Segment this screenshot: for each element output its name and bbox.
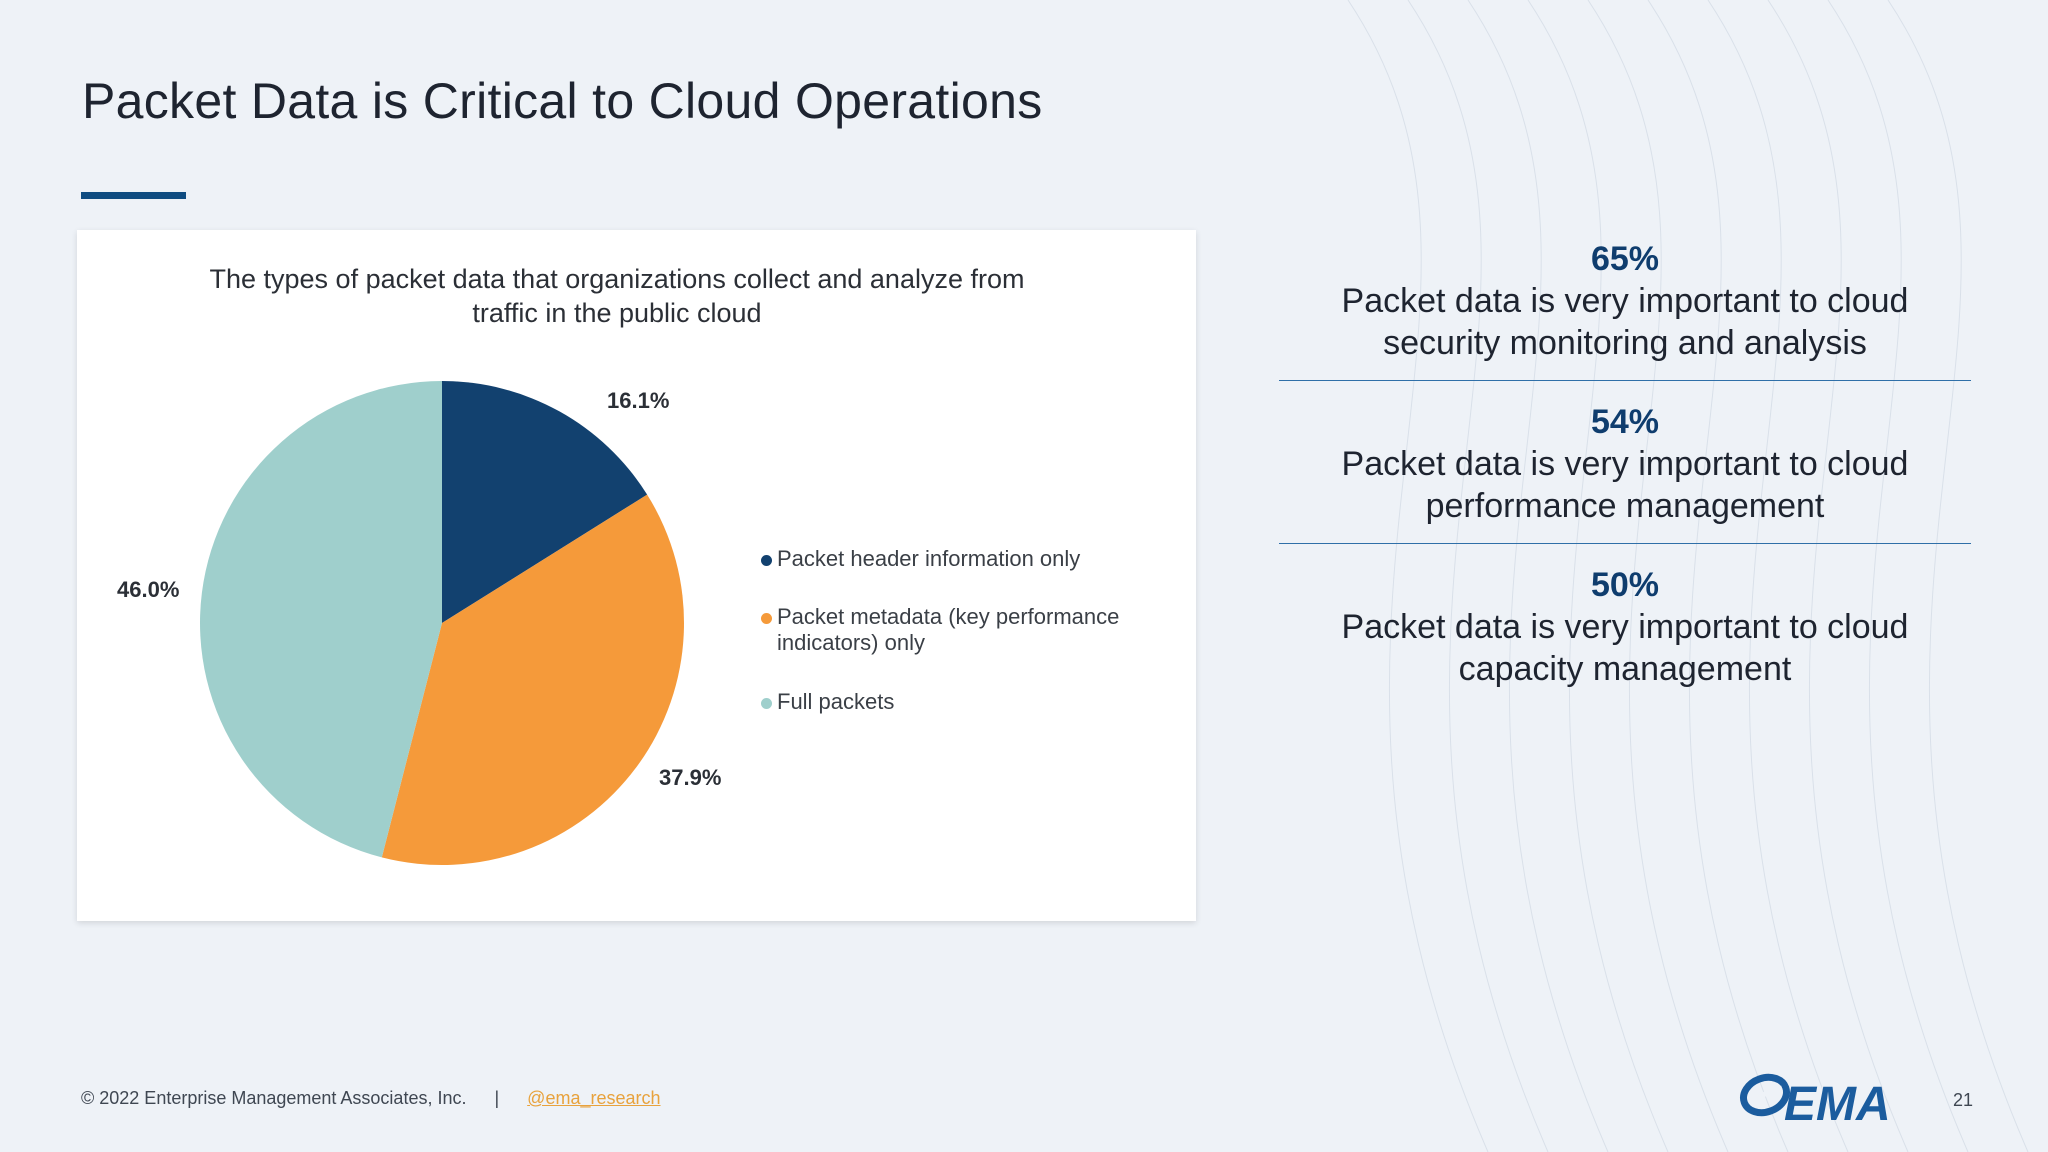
pie-slice-3: [200, 381, 442, 858]
stat-text: Packet data is very important to cloud s…: [1341, 282, 1909, 362]
stat-value: 65%: [1590, 240, 1660, 278]
title-accent-rule: [81, 192, 186, 199]
ema-swoosh-icon: [1740, 1073, 1790, 1117]
legend-item-header-only: Packet header information only: [761, 546, 1181, 572]
footer: © 2022 Enterprise Management Associates,…: [81, 1088, 661, 1109]
page-number: 21: [1953, 1090, 1974, 1110]
stat-value: 50%: [1590, 566, 1660, 604]
footer-separator: |: [494, 1088, 500, 1108]
legend-item-metadata-only: Packet metadata (key performance indicat…: [761, 604, 1181, 656]
slide-title: Packet Data is Critical to Cloud Operati…: [82, 73, 1043, 129]
ema-logo: EMA: [1740, 1073, 1891, 1128]
pie-chart: 16.1% 37.9% 46.0%: [117, 381, 721, 865]
data-label-1: 16.1%: [607, 388, 669, 413]
copyright-text: © 2022 Enterprise Management Associates,…: [81, 1088, 467, 1108]
data-label-3: 46.0%: [117, 577, 179, 602]
chart-legend: Packet header information only Packet me…: [761, 546, 1181, 715]
pie-slice-2: [381, 494, 684, 865]
legend-swatch: [761, 613, 772, 624]
stat-capacity: 50% Packet data is very important to clo…: [1279, 564, 1971, 706]
chart-title: The types of packet data that organizati…: [209, 264, 1025, 328]
legend-label: Packet metadata (key performance indicat…: [777, 604, 1120, 655]
legend-swatch: [761, 555, 772, 566]
legend-swatch: [761, 698, 772, 709]
legend-item-full-packets: Full packets: [761, 689, 1181, 715]
logo-text: EMA: [1784, 1078, 1891, 1128]
legend-label: Packet header information only: [777, 546, 1081, 571]
data-label-2: 37.9%: [659, 765, 721, 790]
twitter-handle-link[interactable]: @ema_research: [527, 1088, 661, 1108]
pie-slice-1: [442, 381, 648, 623]
legend-label: Full packets: [777, 689, 895, 714]
stat-performance: 54% Packet data is very important to clo…: [1279, 401, 1971, 544]
stat-value: 54%: [1590, 403, 1660, 441]
stat-security: 65% Packet data is very important to clo…: [1279, 238, 1971, 381]
background-wave-pattern: [1347, 0, 2029, 1152]
chart-card: The types of packet data that organizati…: [77, 230, 1196, 921]
stats-panel: 65% Packet data is very important to clo…: [1279, 238, 1971, 726]
stat-text: Packet data is very important to cloud c…: [1341, 608, 1909, 688]
stat-text: Packet data is very important to cloud p…: [1341, 445, 1909, 525]
